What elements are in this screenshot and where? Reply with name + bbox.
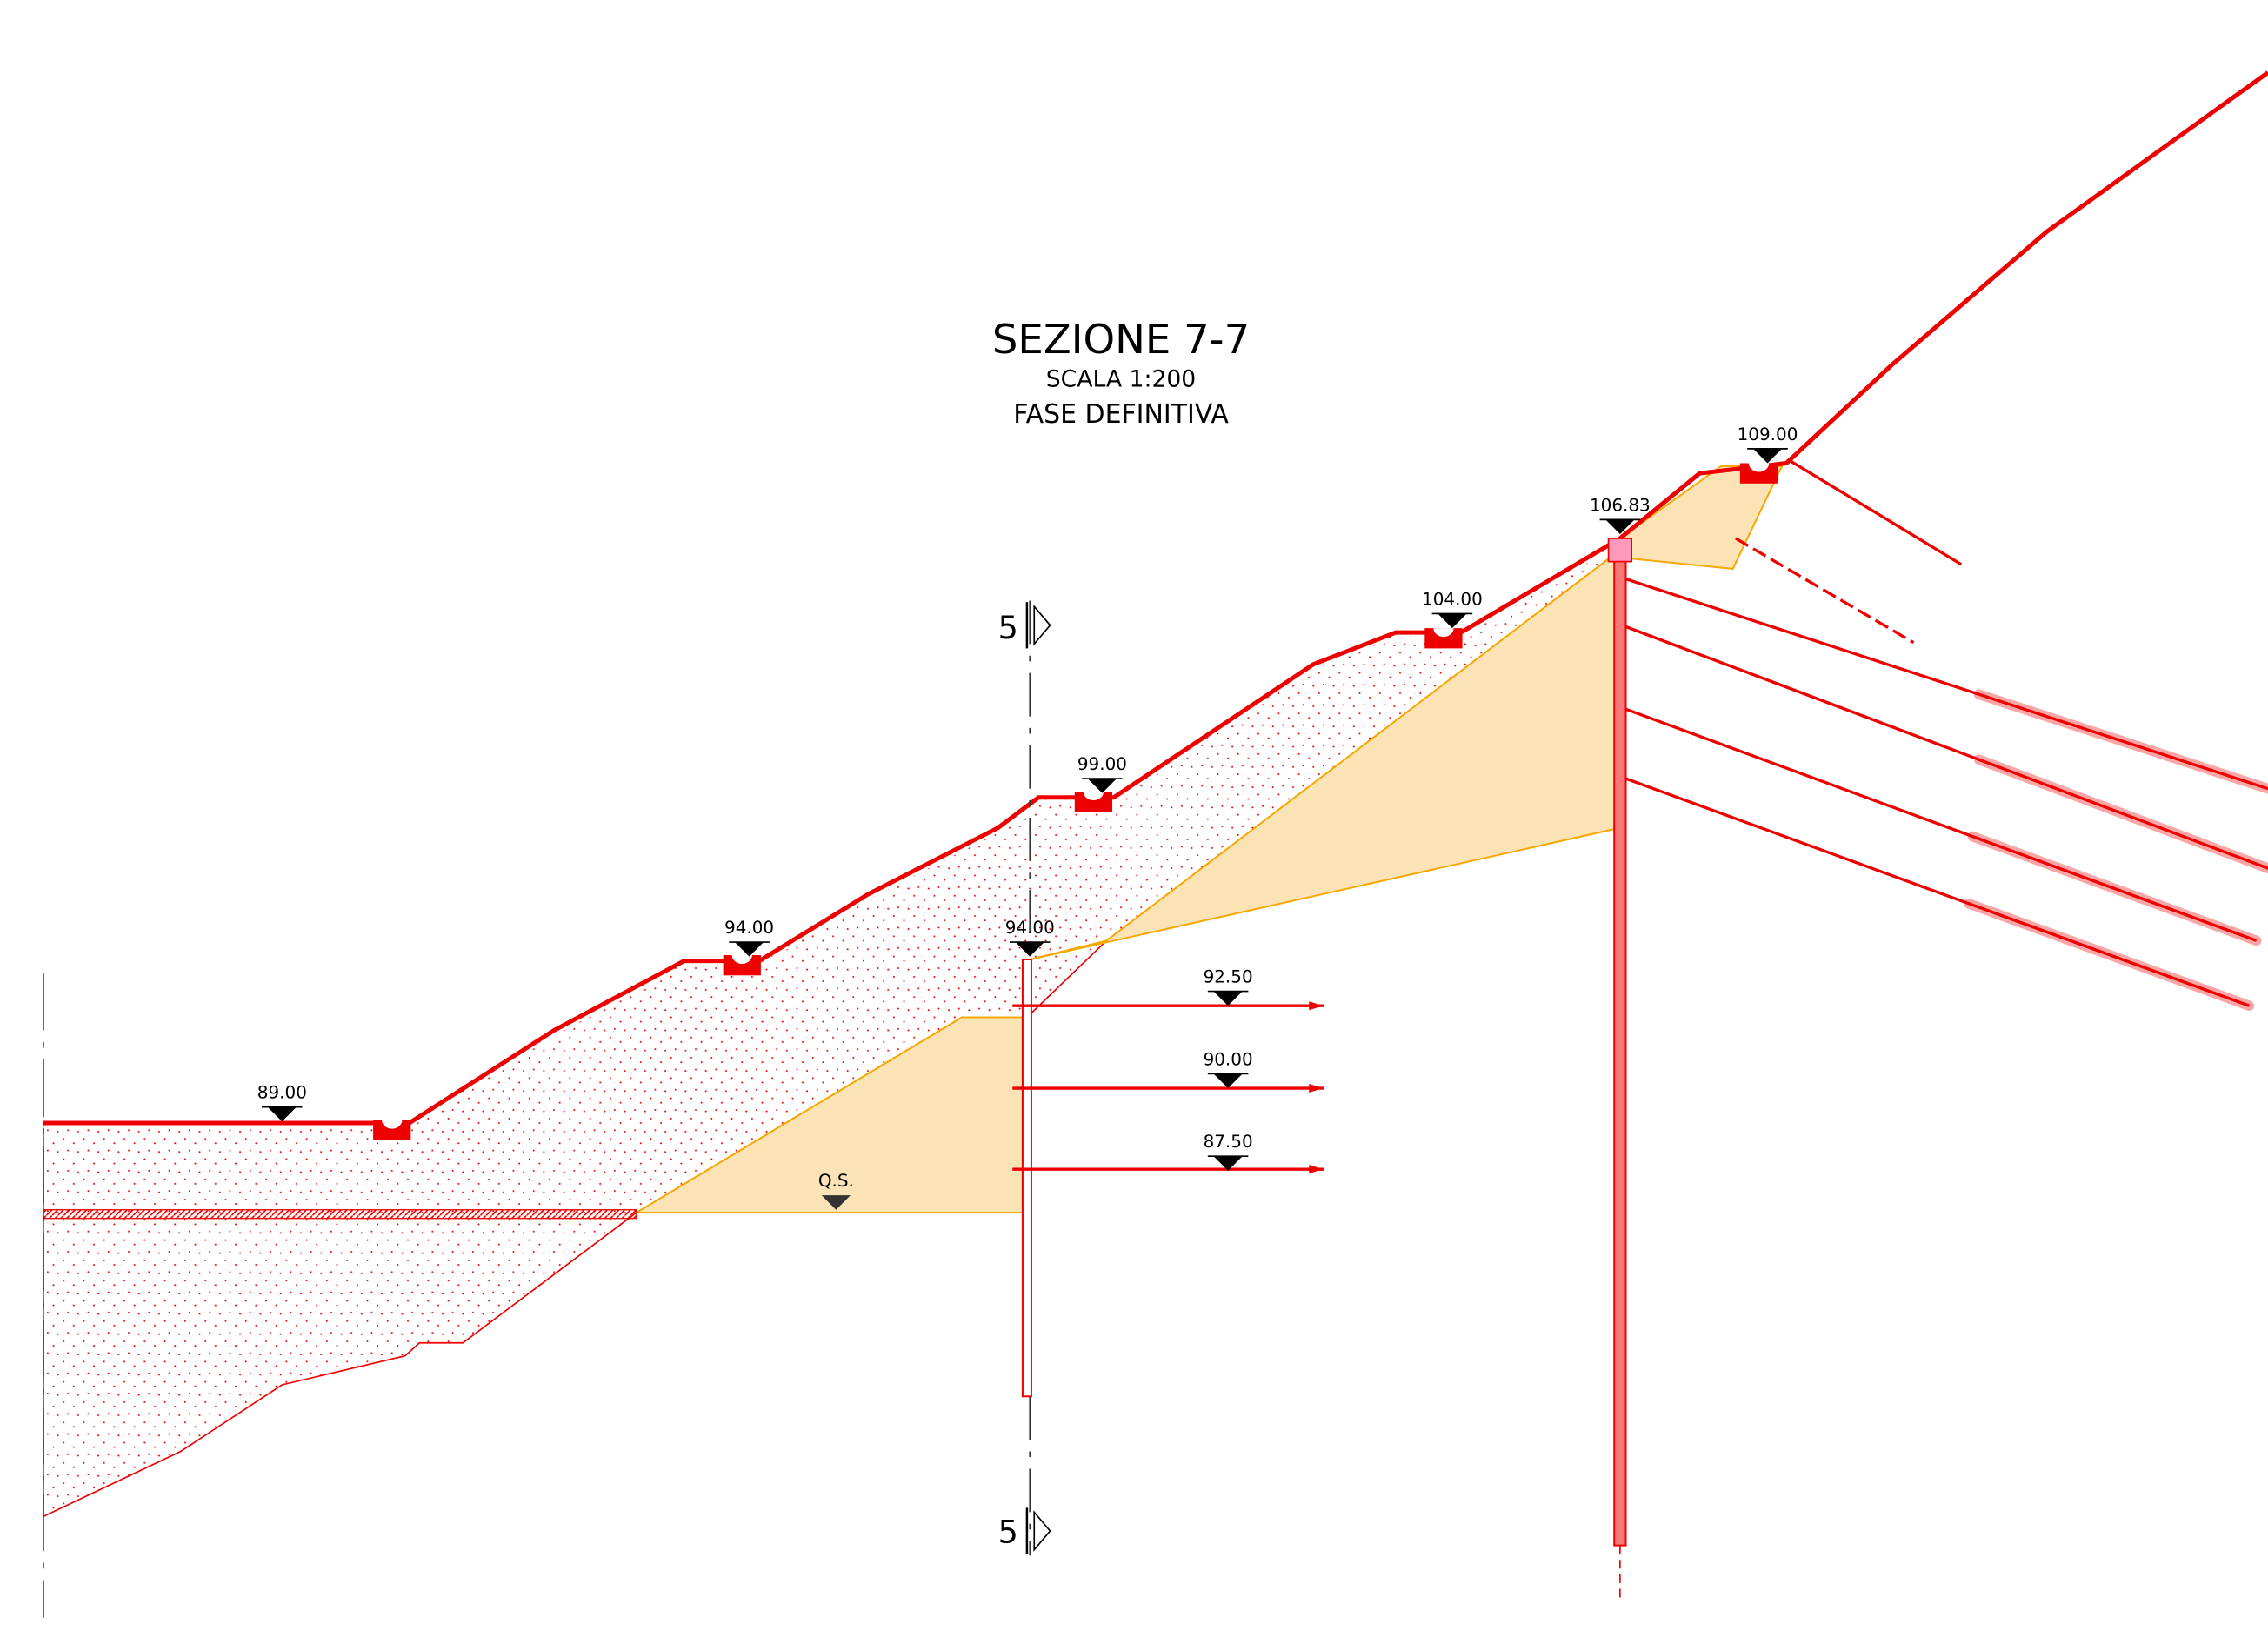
anchor-head [1309, 1001, 1324, 1011]
elevation-marker [1213, 1156, 1243, 1171]
anchor-head [1309, 1084, 1324, 1093]
channel [1739, 463, 1778, 484]
anchor-head [1309, 1165, 1324, 1174]
elevation-label: 92.50 [1204, 966, 1253, 987]
tieback [1624, 707, 2258, 942]
elevation-marker [1438, 613, 1467, 629]
elevation-marker [1752, 448, 1783, 464]
elevation-label: 104.00 [1422, 588, 1483, 609]
elevation-label: 89.00 [257, 1082, 307, 1103]
tieback-bulb [1963, 898, 2255, 1012]
section-arrow [1033, 1510, 1051, 1552]
elevation-marker [1087, 779, 1117, 793]
elevation-label: 109.00 [1738, 424, 1798, 445]
channel-cut [731, 955, 752, 964]
tieback-bulb [1973, 689, 2268, 794]
elevation-label: 94.00 [1005, 917, 1055, 938]
title: SEZIONE 7-7 [992, 316, 1250, 363]
elevation-label: 99.00 [1077, 753, 1127, 774]
channel [373, 1120, 411, 1140]
elevation-marker [734, 942, 764, 957]
elevation-marker [267, 1106, 297, 1122]
elevation-marker [1213, 991, 1243, 1006]
pile [1613, 537, 1627, 1547]
groundwater-marker [821, 1195, 850, 1210]
tieback-bulb [1967, 831, 2262, 946]
channel [1424, 628, 1463, 649]
channel-cut [1433, 628, 1454, 638]
phase: FASE DEFINITIVA [1013, 399, 1229, 430]
elevation-label: 106.83 [1590, 494, 1651, 515]
section-mark: 5 [998, 609, 1018, 646]
elevation-label: 87.50 [1204, 1131, 1253, 1152]
elevation-label: 90.00 [1204, 1048, 1253, 1069]
section-mark: 5 [998, 1513, 1018, 1550]
elevation-marker [1015, 942, 1044, 957]
elevation-label: 94.00 [724, 917, 774, 938]
channel-cut [382, 1120, 403, 1129]
geometry [43, 70, 2268, 1618]
tieback [1624, 777, 2250, 1007]
scale: SCALA 1:200 [1046, 365, 1196, 392]
nail [1735, 537, 1915, 645]
elevation-marker [1605, 519, 1635, 534]
soil-mass [43, 537, 1621, 1518]
channel [1074, 792, 1113, 812]
nail [1788, 458, 1963, 566]
elevation-labels: 89.00 94.00 99.00 104.00 106.83 109.00 94.00 92… [257, 424, 1798, 1210]
channel-cut [1083, 792, 1104, 801]
sheet-wall [1021, 958, 1032, 1398]
ground-profile [43, 70, 2268, 1126]
channel [723, 955, 761, 976]
ground-profile-inner [43, 542, 1621, 1128]
groundwater-label: Q.S. [818, 1170, 854, 1191]
tieback [1624, 577, 2268, 791]
tieback [1624, 625, 2268, 870]
drain-layer [43, 1209, 637, 1220]
pile-cap [1607, 538, 1632, 563]
tieback-bulb [1973, 754, 2268, 874]
elevation-marker [1213, 1073, 1243, 1089]
section-arrow [1033, 604, 1051, 646]
channel-cut [1748, 463, 1770, 472]
